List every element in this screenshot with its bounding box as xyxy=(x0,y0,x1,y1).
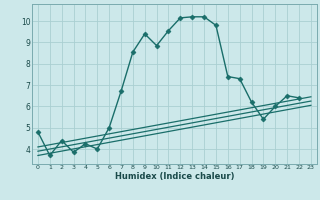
X-axis label: Humidex (Indice chaleur): Humidex (Indice chaleur) xyxy=(115,172,234,181)
